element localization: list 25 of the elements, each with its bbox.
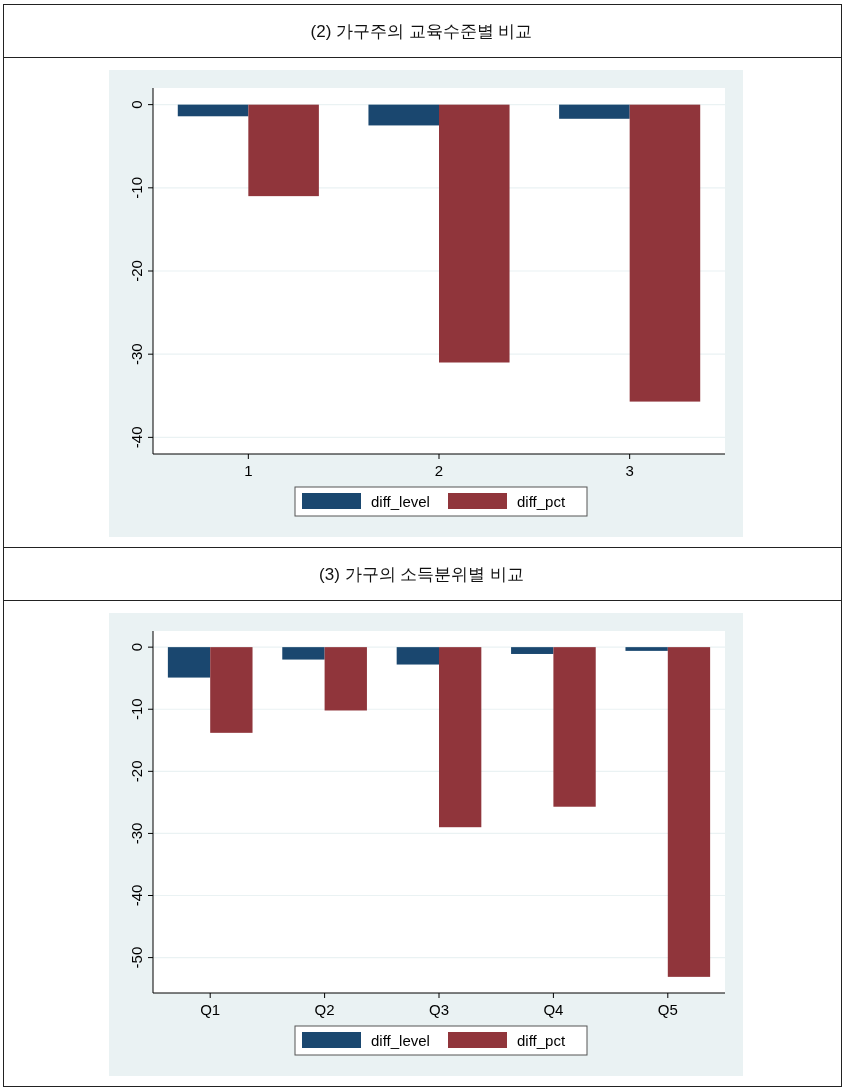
y-tick-label: -30 <box>128 343 145 366</box>
y-tick-label: -40 <box>128 426 145 449</box>
y-tick-label: -30 <box>128 822 145 845</box>
y-tick-label: -50 <box>128 946 145 969</box>
y-tick-label: -20 <box>128 260 145 282</box>
y-tick-label: 0 <box>128 642 145 652</box>
legend-label: diff_level <box>371 493 430 510</box>
x-tick-label: Q2 <box>314 1001 335 1018</box>
x-tick-label: 1 <box>244 462 253 479</box>
y-tick-label: 0 <box>128 100 145 109</box>
x-tick-label: 3 <box>625 462 634 479</box>
y-tick-label: -10 <box>128 698 145 721</box>
y-tick-label: -40 <box>128 884 145 907</box>
y-tick-label: -10 <box>128 176 145 199</box>
x-tick-label: Q1 <box>200 1001 221 1018</box>
x-tick-label: Q5 <box>657 1001 678 1018</box>
x-tick-label: 2 <box>434 462 444 479</box>
x-tick-label: Q3 <box>428 1001 450 1018</box>
chart-title: (2) 가구주의 교육수준별 비교 <box>310 21 533 41</box>
legend-label: diff_level <box>371 1032 430 1049</box>
chart-title: (3) 가구의 소득분위별 비교 <box>319 564 524 584</box>
legend-label: diff_pct <box>517 1032 566 1049</box>
x-tick-label: Q4 <box>543 1001 564 1018</box>
y-tick-label: -20 <box>128 760 145 783</box>
legend-label: diff_pct <box>517 493 566 510</box>
